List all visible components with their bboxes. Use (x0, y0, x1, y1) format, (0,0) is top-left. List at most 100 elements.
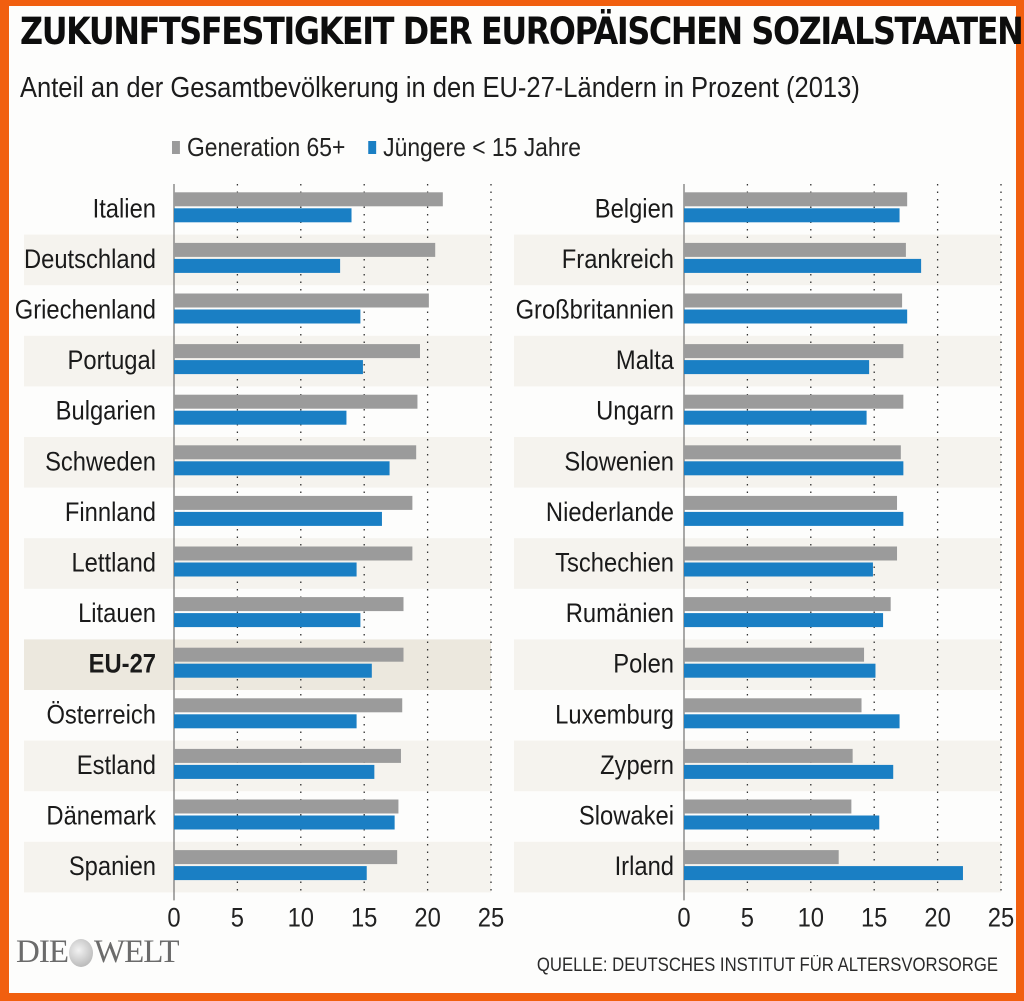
bar-under15 (174, 562, 357, 577)
bar-under15 (684, 258, 922, 273)
bar-65plus (684, 799, 852, 814)
category-label: Frankreich (562, 245, 674, 275)
category-label: Großbritannien (516, 295, 674, 325)
bar-65plus (684, 495, 898, 510)
bar-65plus (174, 394, 418, 409)
bar-under15 (174, 258, 341, 273)
bar-65plus (684, 850, 839, 865)
bar-under15 (684, 714, 900, 729)
category-label: Rumänien (566, 599, 674, 629)
x-tick-label: 10 (288, 903, 314, 933)
x-tick-label: 0 (677, 903, 690, 933)
bar-under15 (684, 815, 880, 830)
x-tick-label: 20 (924, 903, 950, 933)
category-label: Estland (77, 751, 156, 781)
x-tick-label: 5 (231, 903, 244, 933)
category-label: EU-27 (89, 649, 156, 679)
category-label: Slowenien (564, 447, 674, 477)
bar-65plus (684, 344, 904, 359)
category-label: Finnland (65, 498, 156, 528)
bar-under15 (174, 714, 357, 729)
bar-65plus (684, 394, 904, 409)
bar-under15 (684, 309, 908, 324)
category-label: Irland (615, 852, 674, 882)
x-tick-label: 15 (351, 903, 377, 933)
legend-swatch-gray (172, 141, 180, 154)
logo-text-right: WELT (93, 934, 180, 970)
bar-under15 (684, 613, 884, 628)
bar-under15 (174, 410, 347, 425)
bar-under15 (174, 866, 367, 881)
x-tick-label: 0 (167, 903, 180, 933)
bar-65plus (684, 546, 898, 561)
legend-label: Generation 65+ (186, 132, 346, 162)
bar-under15 (174, 511, 382, 526)
logo-text-left: DIE (16, 934, 69, 970)
legend-label: Jüngere < 15 Jahre (383, 132, 581, 162)
x-tick-label: 25 (478, 903, 504, 933)
bar-65plus (174, 192, 443, 207)
bar-65plus (174, 748, 401, 763)
bar-under15 (684, 461, 904, 476)
legend: Generation 65+ Jüngere < 15 Jahre (172, 132, 604, 163)
bar-65plus (684, 192, 908, 207)
x-tick-label: 5 (741, 903, 754, 933)
bar-under15 (174, 208, 352, 223)
bar-under15 (684, 208, 900, 223)
bar-65plus (174, 597, 404, 612)
category-label: Griechenland (15, 295, 156, 325)
bar-under15 (174, 815, 395, 830)
legend-swatch-blue (368, 141, 377, 154)
category-label: Italien (93, 194, 156, 224)
category-label: Polen (613, 649, 674, 679)
category-label: Schweden (45, 447, 156, 477)
bar-under15 (174, 663, 372, 678)
bar-65plus (684, 698, 862, 713)
bar-65plus (174, 445, 417, 460)
bar-under15 (174, 360, 363, 375)
x-tick-label: 10 (798, 903, 824, 933)
bar-under15 (174, 764, 375, 779)
bar-65plus (684, 647, 865, 662)
globe-icon (68, 938, 93, 967)
x-tick-label: 20 (414, 903, 440, 933)
bar-under15 (684, 663, 876, 678)
category-label: Deutschland (24, 245, 156, 275)
category-label: Malta (616, 346, 675, 376)
chart-subtitle: Anteil an der Gesamtbevölkerung in den E… (20, 72, 860, 104)
bar-65plus (174, 546, 413, 561)
bar-under15 (174, 613, 361, 628)
category-label: Luxemburg (555, 700, 674, 730)
bar-65plus (684, 242, 906, 257)
legend-item-under15: Jüngere < 15 Jahre (368, 132, 581, 163)
bar-65plus (684, 597, 891, 612)
bar-65plus (174, 495, 413, 510)
category-label: Zypern (600, 751, 674, 781)
bar-65plus (174, 850, 398, 865)
category-label: Bulgarien (56, 396, 156, 426)
bar-65plus (174, 647, 404, 662)
bar-65plus (684, 293, 903, 308)
bar-under15 (174, 309, 361, 324)
legend-item-65plus: Generation 65+ (172, 132, 345, 163)
category-label: Belgien (595, 194, 674, 224)
chart-title: ZUKUNFTSFESTIGKEIT DER EUROPÄISCHEN SOZI… (20, 10, 1024, 53)
bar-65plus (174, 242, 436, 257)
bar-under15 (684, 360, 870, 375)
category-label: Tschechien (555, 548, 674, 578)
category-label: Dänemark (46, 801, 156, 831)
category-label: Niederlande (546, 498, 674, 528)
bar-65plus (174, 698, 403, 713)
bar-under15 (684, 410, 867, 425)
source-note: QUELLE: DEUTSCHES INSTITUT FÜR ALTERSVOR… (536, 955, 998, 976)
bar-under15 (174, 461, 390, 476)
bar-under15 (684, 562, 873, 577)
bar-65plus (684, 445, 901, 460)
category-label: Slowakei (579, 801, 674, 831)
die-welt-logo: DIE WELT (16, 934, 180, 971)
bar-65plus (174, 344, 420, 359)
bar-under15 (684, 511, 904, 526)
x-tick-label: 25 (988, 903, 1014, 933)
bar-under15 (684, 764, 894, 779)
